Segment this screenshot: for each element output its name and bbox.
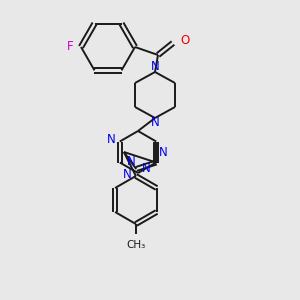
Text: N: N — [123, 169, 132, 182]
Text: CH₃: CH₃ — [126, 240, 146, 250]
Text: F: F — [66, 40, 73, 53]
Text: N: N — [142, 163, 151, 176]
Text: N: N — [151, 61, 159, 74]
Text: N: N — [151, 116, 159, 130]
Text: N: N — [107, 133, 116, 146]
Text: N: N — [127, 155, 136, 168]
Text: O: O — [180, 34, 189, 47]
Text: N: N — [159, 146, 168, 158]
